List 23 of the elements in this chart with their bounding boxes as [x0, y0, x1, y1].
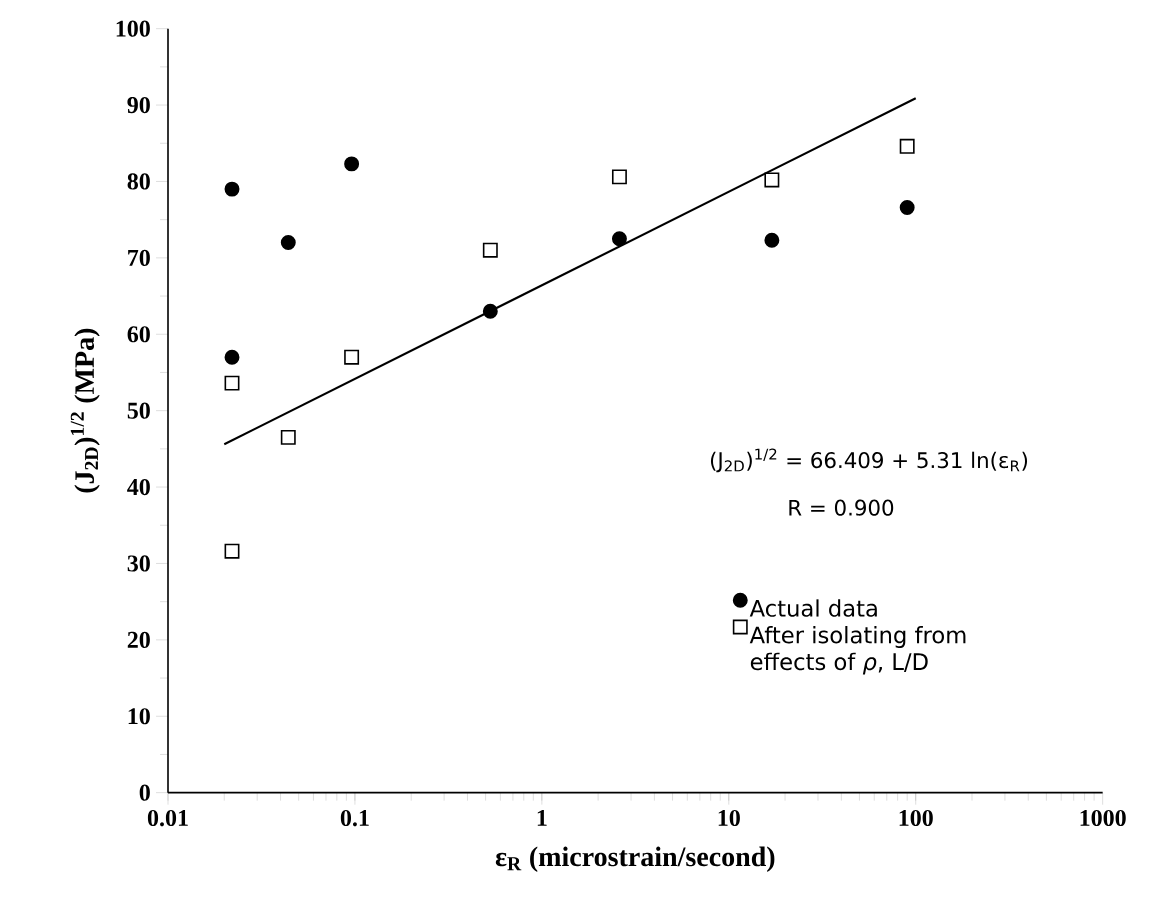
- y-axis-title: (J$_{2D}$)$^{1/2}$ (MPa): [70, 328, 100, 493]
- y-tick-label: 40: [127, 479, 150, 496]
- y-tick-label: 90: [127, 97, 150, 114]
- y-tick-label: 100: [116, 20, 150, 37]
- legend-label: After isolating from effects of ρ, L/D: [749, 626, 966, 675]
- y-tick-label: 0: [139, 784, 150, 801]
- y-tick-label: 60: [127, 326, 150, 343]
- y-tick-label: 50: [127, 402, 150, 419]
- x-axis-title: ε$_{R}$ (microstrain/second): [495, 846, 775, 873]
- y-tick-label: 20: [127, 631, 150, 649]
- annotation: R = 0.900: [789, 499, 894, 516]
- x-tick-label: 0.1: [340, 810, 369, 827]
- annotation: (J$_{2D}$)$^{1/2}$ = 66.409 + 5.31 ln(ε$_{R}$): [710, 448, 1028, 473]
- x-tick-label: 1000: [1080, 810, 1126, 827]
- x-tick-label: 1: [537, 810, 547, 826]
- x-tick-label: 100: [899, 810, 933, 827]
- y-tick-label: 30: [127, 555, 150, 572]
- x-tick-label: 10: [718, 810, 740, 827]
- y-tick-label: 10: [128, 708, 150, 725]
- y-tick-label: 80: [127, 173, 150, 190]
- x-tick-label: 0.01: [147, 810, 188, 827]
- y-tick-label: 70: [128, 249, 150, 267]
- legend-label: Actual data: [749, 599, 877, 618]
